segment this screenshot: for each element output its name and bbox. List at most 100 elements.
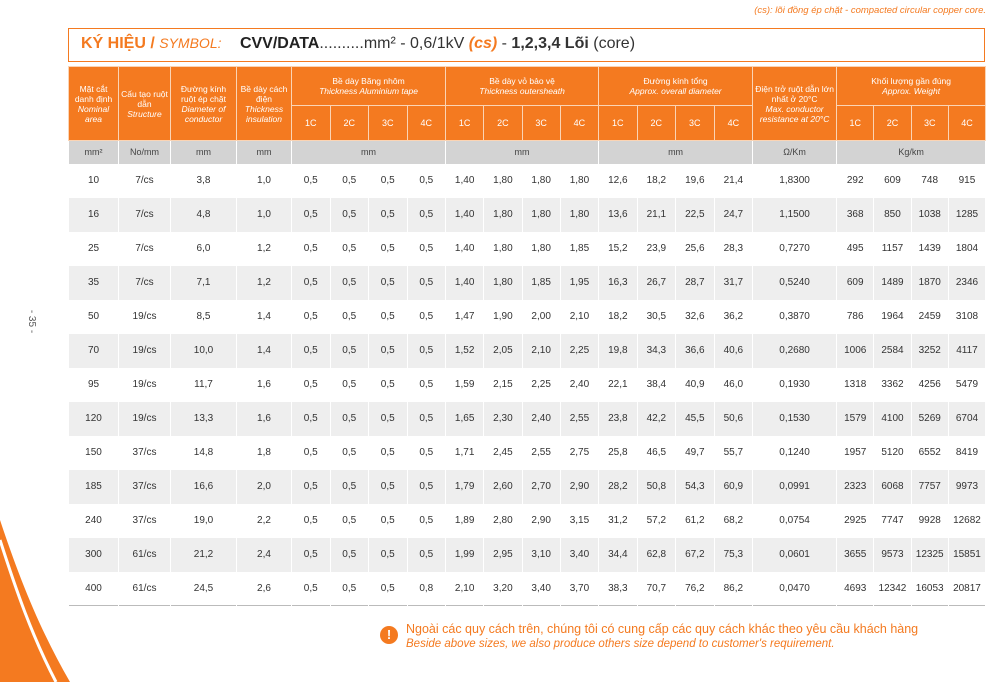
cell: 748 (910, 163, 949, 198)
cell: 0,5 (368, 401, 408, 436)
sub-header: 3C (521, 105, 561, 141)
cell: 19/cs (118, 299, 171, 334)
cell: 16,3 (598, 265, 638, 300)
cell: 0,5 (291, 401, 331, 436)
cell: 12,6 (598, 163, 638, 198)
cell: 0,5 (329, 333, 369, 368)
cell: 60,9 (713, 469, 754, 504)
cell: 16,6 (170, 469, 237, 504)
cell: 4117 (947, 333, 987, 368)
cell: 1,85 (559, 231, 600, 266)
cell: 300 (68, 537, 119, 572)
sub-header: 2C (483, 105, 523, 141)
header-en: Nominal area (77, 103, 110, 124)
symbol-label: KÝ HIỆU / (81, 35, 155, 52)
cell: 2,05 (483, 333, 523, 368)
cell: 1,0 (236, 163, 292, 198)
cell: 2,4 (236, 537, 292, 572)
cell: 2,0 (236, 469, 292, 504)
sub-header: 2C (329, 105, 369, 141)
cell: 1,0 (236, 197, 292, 232)
cell: 0,5 (291, 231, 331, 266)
column-header: Mặt cắt danh định Nominal area (68, 66, 119, 141)
cell: 62,8 (636, 537, 677, 572)
cell: 1,8300 (752, 163, 838, 198)
cell: 0,5 (368, 469, 408, 504)
cell: 0,5 (406, 299, 447, 334)
data-row: 16 7/cs 4,8 1,0 0,5 0,5 0,5 0,5 1,40 1,80 1,80 1,80… (68, 197, 987, 232)
cell: 1318 (836, 367, 875, 402)
page-number: - 35 - (26, 309, 38, 334)
cell: 2,2 (236, 503, 292, 538)
data-row: 95 19/cs 11,7 1,6 0,5 0,5 0,5 0,5 1,59 2,15 2,25 2,… (68, 367, 987, 402)
cell: 32,6 (675, 299, 715, 334)
cell: 19,0 (170, 503, 237, 538)
cell: 4256 (910, 367, 949, 402)
column-header: Điện trở ruột dẫn lớn nhất ở 20°C Max. co… (752, 66, 838, 141)
cell: 12325 (910, 537, 949, 572)
cell: 1,4 (236, 299, 292, 334)
cell: 1,8 (236, 435, 292, 470)
cell: 292 (836, 163, 875, 198)
cell: 19/cs (118, 367, 171, 402)
column-header: Đường kính tổng Approx. overall diameter (598, 66, 754, 106)
cell: 28,7 (675, 265, 715, 300)
cell: 55,7 (713, 435, 754, 470)
cell: 1,85 (521, 265, 561, 300)
cell: 0,5 (291, 571, 331, 606)
cell: 3,10 (521, 537, 561, 572)
header-en: Max. conductor resistance at 20°C (759, 103, 830, 124)
cell: 0,5 (329, 299, 369, 334)
cell: 2,40 (559, 367, 600, 402)
cell: 0,5 (291, 333, 331, 368)
cell: 7/cs (118, 231, 171, 266)
cell: 61,2 (675, 503, 715, 538)
cell: 5120 (873, 435, 912, 470)
cell: 3252 (910, 333, 949, 368)
cell: 0,5 (291, 367, 331, 402)
cell: 0,0754 (752, 503, 838, 538)
cell: 1,1500 (752, 197, 838, 232)
cell: 0,5 (329, 537, 369, 572)
sub-header: 2C (873, 105, 912, 141)
cell: 36,6 (675, 333, 715, 368)
cell: 5269 (910, 401, 949, 436)
cell: 37/cs (118, 503, 171, 538)
cell: 2,90 (521, 503, 561, 538)
cell: 915 (947, 163, 987, 198)
cell: 2,25 (559, 333, 600, 368)
cell: 0,5 (291, 299, 331, 334)
data-row: 150 37/cs 14,8 1,8 0,5 0,5 0,5 0,5 1,71 2,45 2,55 2… (68, 435, 987, 470)
column-header: Khối lượng gần đúng Approx. Weight (836, 66, 987, 106)
sub-header: 3C (910, 105, 949, 141)
data-row: 10 7/cs 3,8 1,0 0,5 0,5 0,5 0,5 1,40 1,80 1,80 1,80… (68, 163, 987, 198)
sub-header: 2C (636, 105, 677, 141)
unit: mm (598, 140, 754, 164)
cell: 6068 (873, 469, 912, 504)
cell: 0,5 (368, 197, 408, 232)
cell: 37/cs (118, 469, 171, 504)
cell: 21,4 (713, 163, 754, 198)
sub-header: 3C (368, 105, 408, 141)
cell: 0,5 (368, 503, 408, 538)
cell: 9573 (873, 537, 912, 572)
sub-header: 1C (445, 105, 485, 141)
data-row: 70 19/cs 10,0 1,4 0,5 0,5 0,5 0,5 1,52 2,05 2,10 2,… (68, 333, 987, 368)
cell: 0,5 (406, 333, 447, 368)
sub-header: 4C (406, 105, 447, 141)
cell: 0,5 (406, 265, 447, 300)
cell: 6704 (947, 401, 987, 436)
cell: 2459 (910, 299, 949, 334)
warning-icon: ! (380, 626, 398, 644)
cell: 0,5 (291, 537, 331, 572)
cell: 1,4 (236, 333, 292, 368)
footer-en: Beside above sizes, we also produce othe… (406, 638, 835, 650)
cell: 240 (68, 503, 119, 538)
cell: 19,8 (598, 333, 638, 368)
cell: 19,6 (675, 163, 715, 198)
data-row: 400 61/cs 24,5 2,6 0,5 0,5 0,5 0,8 2,10 3,20 3,40 3… (68, 571, 987, 606)
cell: 8,5 (170, 299, 237, 334)
cell: 25 (68, 231, 119, 266)
cell: 0,5 (329, 469, 369, 504)
data-row: 185 37/cs 16,6 2,0 0,5 0,5 0,5 0,5 1,79 2,60 2,70 2… (68, 469, 987, 504)
